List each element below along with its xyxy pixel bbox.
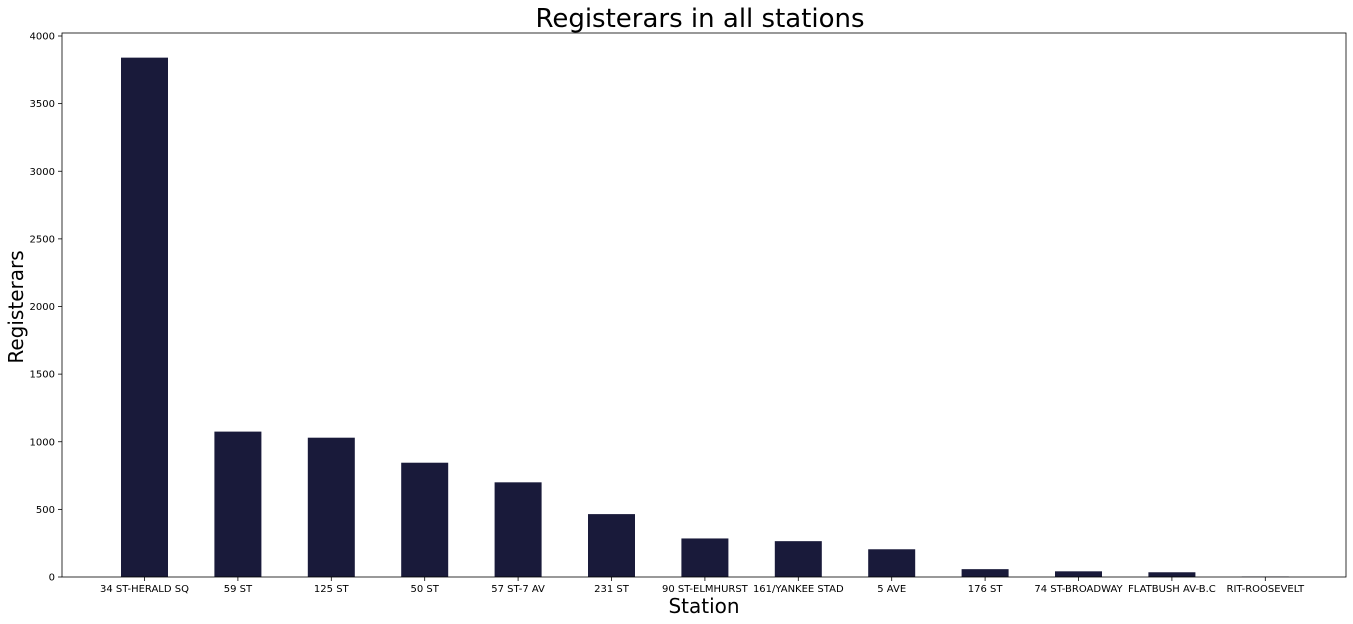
bar: [588, 514, 635, 577]
y-axis-label: Registerars: [4, 250, 28, 363]
y-tick-label: 4000: [30, 32, 55, 43]
x-tick-label: 34 ST-HERALD SQ: [100, 584, 189, 595]
bar: [868, 549, 916, 577]
x-axis-label: Station: [668, 594, 739, 618]
y-tick-label: 1000: [30, 437, 55, 448]
y-tick-label: 3000: [30, 167, 55, 178]
plot-frame: [61, 32, 1347, 578]
y-tick-label: 2500: [30, 234, 55, 245]
bar: [214, 431, 262, 577]
x-tick-label: 161/YANKEE STAD: [753, 584, 844, 595]
chart-title: Registerars in all stations: [535, 4, 864, 34]
x-tick-label: 176 ST: [968, 584, 1004, 595]
x-tick-label: 231 ST: [594, 584, 630, 595]
y-tick-label: 0: [49, 573, 55, 584]
y-tick-label: 1500: [30, 370, 55, 381]
x-tick-label: 57 ST-7 AV: [491, 584, 545, 595]
x-tick-label: 74 ST-BROADWAY: [1034, 584, 1123, 595]
x-tick-label: 50 ST: [411, 584, 440, 595]
x-tick-label: 90 ST-ELMHURST: [662, 584, 749, 595]
bar: [1148, 572, 1196, 577]
y-axis: 0 500 1000 1500 2000 2500 3000 3500 4000: [30, 32, 62, 584]
y-tick-label: 500: [36, 505, 55, 516]
bar: [401, 462, 449, 577]
bar: [961, 569, 1009, 577]
bar: [307, 437, 355, 577]
x-tick-label: FLATBUSH AV-B.C: [1128, 584, 1216, 595]
x-tick-label: RIT-ROOSEVELT: [1227, 584, 1305, 595]
bar: [121, 57, 168, 577]
y-tick-label: 2000: [30, 302, 55, 313]
x-tick-label: 5 AVE: [877, 584, 906, 595]
x-axis: 34 ST-HERALD SQ 59 ST 125 ST 50 ST 57 ST-7 A…: [100, 577, 1305, 595]
x-tick-label: 125 ST: [314, 584, 350, 595]
bar: [681, 538, 729, 577]
bar: [774, 541, 822, 577]
bar: [494, 482, 542, 577]
bar: [1055, 571, 1102, 577]
y-tick-label: 3500: [30, 99, 55, 110]
bars: [121, 57, 1289, 577]
x-tick-label: 59 ST: [224, 584, 253, 595]
